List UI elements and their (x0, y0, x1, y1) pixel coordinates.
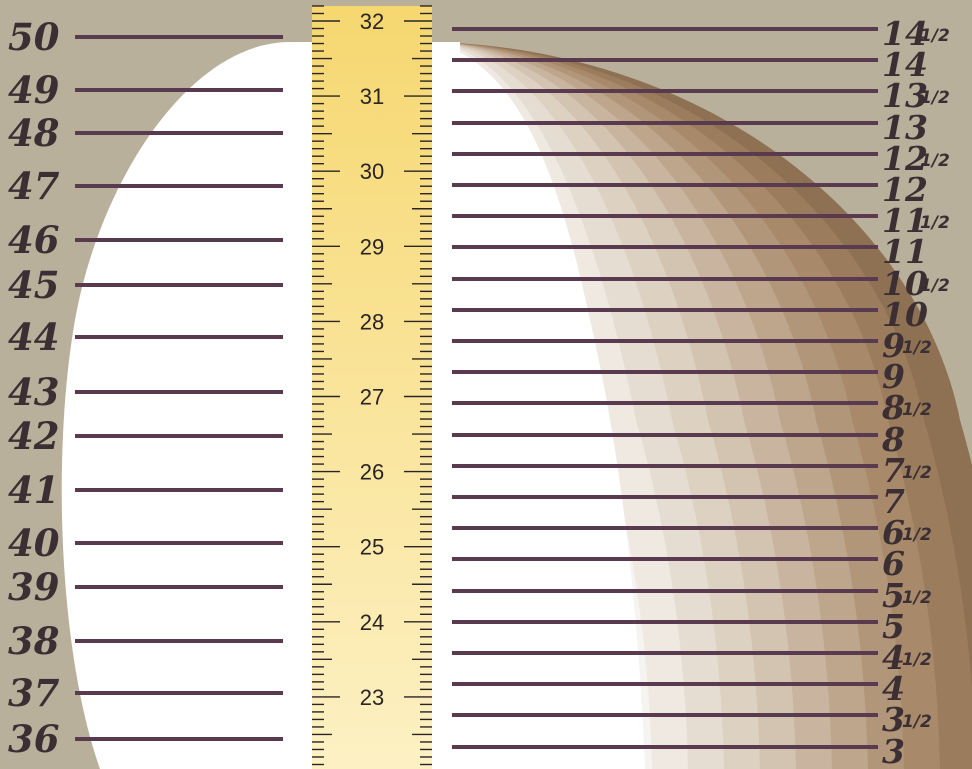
tape-number: 25 (360, 535, 384, 560)
left-scale-label: 39 (8, 565, 60, 609)
right-scale-label: 9 (882, 357, 905, 396)
left-scale-label: 47 (8, 164, 60, 208)
left-scale-label: 36 (8, 717, 60, 761)
right-scale-half-label: 1/2 (902, 400, 932, 420)
right-scale-half-label: 1/2 (902, 588, 932, 608)
left-scale-label: 41 (8, 468, 60, 512)
right-scale: 141/214131/213121/212111/211101/21091/29… (452, 14, 950, 769)
right-scale-label: 3 (882, 732, 905, 769)
right-scale-label: 7 (882, 482, 905, 521)
left-scale-label: 37 (8, 671, 60, 715)
right-scale-half-label: 1/2 (902, 338, 932, 358)
left-scale-label: 40 (8, 521, 60, 565)
tape-number: 30 (360, 159, 384, 184)
left-scale-label: 48 (8, 111, 60, 155)
tape-number: 24 (360, 610, 384, 635)
right-scale-label: 5 (882, 576, 905, 615)
left-scale-label: 46 (8, 218, 60, 262)
right-scale-label: 5 (882, 607, 905, 646)
right-scale-label: 13 (882, 76, 928, 115)
left-scale-label: 38 (8, 619, 60, 663)
right-scale-label: 12 (882, 170, 928, 209)
right-scale-half-label: 1/2 (920, 213, 950, 233)
tape-number: 27 (360, 385, 384, 410)
right-scale-label: 7 (882, 451, 905, 490)
left-scale-label: 49 (8, 68, 60, 112)
left-scale-label: 45 (8, 263, 60, 307)
right-scale-label: 10 (882, 295, 928, 334)
tape-number: 32 (360, 9, 384, 34)
right-scale-label: 6 (882, 544, 905, 583)
right-scale-label: 13 (882, 108, 928, 147)
tape-number: 28 (360, 309, 384, 334)
right-scale-half-label: 1/2 (920, 276, 950, 296)
right-scale-half-label: 1/2 (902, 525, 932, 545)
left-scale-label: 44 (8, 315, 60, 359)
head-shading-bands (430, 42, 972, 769)
right-scale-half-label: 1/2 (920, 88, 950, 108)
right-scale-half-label: 1/2 (902, 463, 932, 483)
right-scale-label: 11 (882, 232, 928, 271)
right-scale-label: 11 (882, 201, 928, 240)
right-scale-label: 14 (882, 14, 928, 53)
right-scale-label: 6 (882, 513, 905, 552)
left-scale-label: 50 (8, 15, 60, 59)
tape-number: 31 (360, 84, 384, 109)
right-scale-half-label: 1/2 (920, 151, 950, 171)
right-scale-label: 8 (881, 388, 905, 427)
left-scale-label: 42 (8, 414, 60, 458)
right-scale-label: 4 (882, 669, 905, 708)
right-scale-label: 8 (881, 420, 905, 459)
measuring-tape: 32 31 30 29 28 27 26 25 24 23 (312, 5, 432, 769)
right-scale-label: 10 (882, 264, 928, 303)
right-scale-half-label: 1/2 (920, 26, 950, 46)
right-scale-label: 3 (882, 700, 905, 739)
right-scale-label: 4 (882, 638, 905, 677)
tape-number: 23 (360, 685, 384, 710)
head-core (430, 42, 645, 769)
tape-number: 29 (360, 234, 384, 259)
tape-number: 26 (360, 460, 384, 485)
left-scale-label: 43 (8, 370, 60, 414)
right-scale-label: 9 (882, 326, 905, 365)
right-scale-label: 12 (882, 139, 928, 178)
right-scale-half-label: 1/2 (902, 712, 932, 732)
right-scale-half-label: 1/2 (902, 650, 932, 670)
right-scale-label: 14 (882, 45, 928, 84)
